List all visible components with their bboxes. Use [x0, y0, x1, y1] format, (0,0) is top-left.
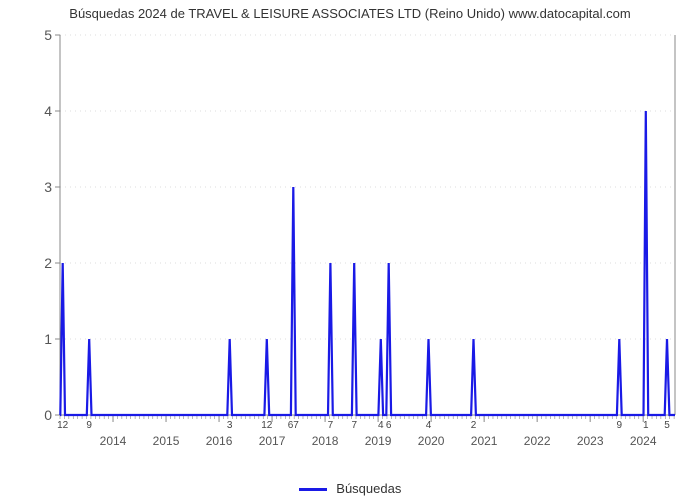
svg-text:2017: 2017 [259, 434, 286, 448]
svg-text:12: 12 [57, 420, 69, 431]
legend: Búsquedas [0, 481, 700, 496]
svg-text:2024: 2024 [630, 434, 657, 448]
svg-text:2023: 2023 [577, 434, 604, 448]
svg-text:5: 5 [44, 30, 52, 43]
svg-text:5: 5 [664, 420, 670, 431]
svg-text:1: 1 [44, 331, 52, 347]
svg-text:4: 4 [426, 420, 432, 431]
svg-text:1: 1 [643, 420, 649, 431]
svg-text:4: 4 [378, 420, 384, 431]
svg-text:2: 2 [471, 420, 477, 431]
svg-text:7: 7 [351, 420, 357, 431]
svg-text:2019: 2019 [365, 434, 392, 448]
svg-text:3: 3 [44, 179, 52, 195]
chart-title: Búsquedas 2024 de TRAVEL & LEISURE ASSOC… [0, 6, 700, 21]
svg-text:0: 0 [44, 407, 52, 423]
svg-text:2016: 2016 [206, 434, 233, 448]
svg-text:2014: 2014 [100, 434, 127, 448]
svg-text:67: 67 [288, 420, 300, 431]
svg-text:2015: 2015 [153, 434, 180, 448]
legend-label: Búsquedas [336, 481, 401, 496]
svg-text:4: 4 [44, 103, 52, 119]
plot-area: 0123452014201520162017201820192020202120… [40, 30, 680, 450]
svg-text:2021: 2021 [471, 434, 498, 448]
chart-svg: 0123452014201520162017201820192020202120… [40, 30, 680, 450]
svg-text:2020: 2020 [418, 434, 445, 448]
svg-text:9: 9 [617, 420, 623, 431]
svg-text:2022: 2022 [524, 434, 551, 448]
svg-text:9: 9 [86, 420, 92, 431]
svg-text:3: 3 [227, 420, 233, 431]
legend-swatch [299, 488, 327, 491]
svg-text:7: 7 [328, 420, 334, 431]
svg-text:6: 6 [386, 420, 392, 431]
svg-text:12: 12 [261, 420, 273, 431]
svg-text:2: 2 [44, 255, 52, 271]
svg-text:2018: 2018 [312, 434, 339, 448]
chart-container: Búsquedas 2024 de TRAVEL & LEISURE ASSOC… [0, 0, 700, 500]
